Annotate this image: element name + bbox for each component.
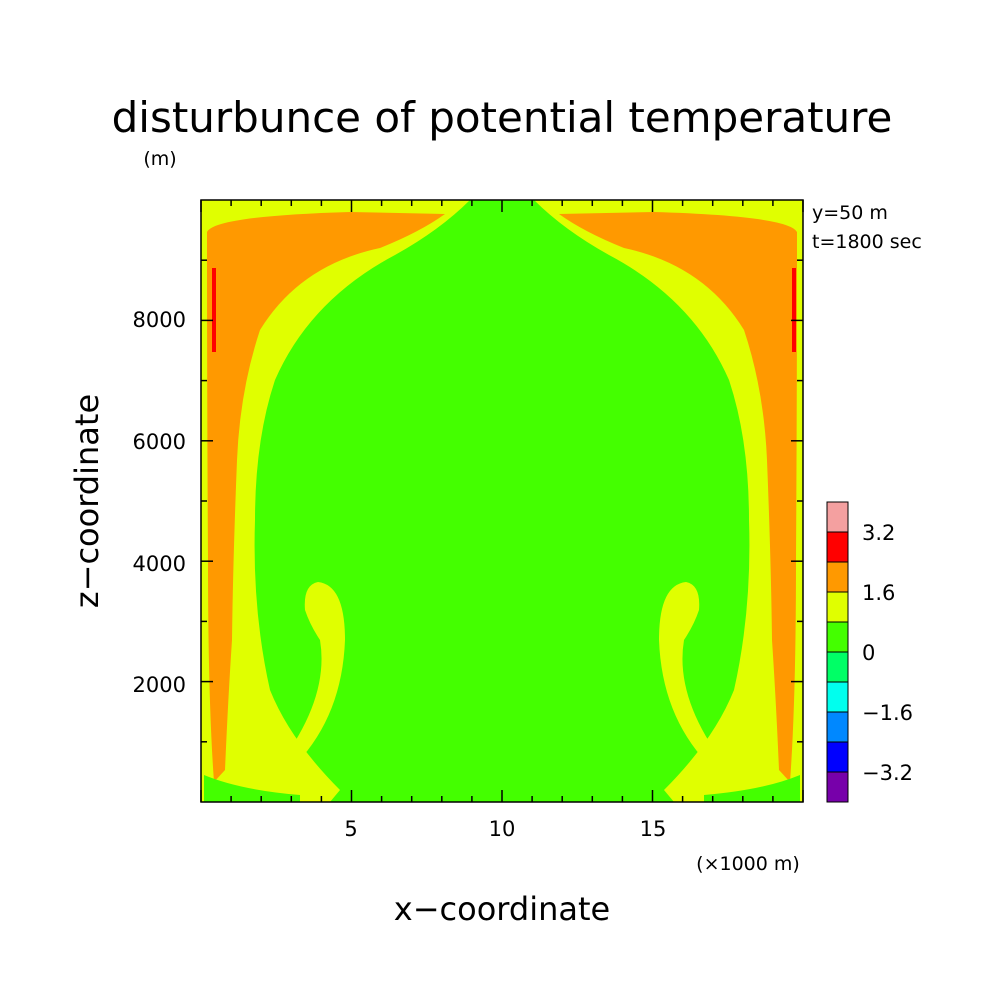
colorbar-label: 0 <box>862 641 875 665</box>
x-tick-label: 10 <box>489 817 516 841</box>
colorbar-swatch <box>826 741 849 773</box>
colorbar-swatch <box>826 711 849 743</box>
colorbar-labels: 3.2 1.6 0 −1.6 −3.2 <box>862 521 913 785</box>
colorbar-swatch <box>826 501 849 533</box>
x-unit-label: (×1000 m) <box>696 853 800 875</box>
colorbar-swatch <box>826 531 849 563</box>
contour-orange-right <box>559 212 797 782</box>
colorbar-swatch <box>826 591 849 623</box>
contour-field <box>201 200 803 802</box>
axis-ticks <box>200 200 804 802</box>
x-tick-labels: 5 10 15 <box>344 817 666 841</box>
colorbar-swatch <box>826 771 849 803</box>
y-axis-title: z−coordinate <box>68 394 106 608</box>
colorbar-swatch <box>826 561 849 593</box>
contour-red-left <box>212 268 216 352</box>
colorbar <box>826 501 849 803</box>
x-axis-title: x−coordinate <box>394 890 610 928</box>
y-tick-label: 8000 <box>133 308 186 332</box>
x-tick-label: 15 <box>640 817 667 841</box>
info-y-position: y=50 m <box>812 202 888 224</box>
chart-title: disturbunce of potential temperature <box>112 93 893 142</box>
x-tick-label: 5 <box>344 817 357 841</box>
contour-eddy-left <box>275 582 345 770</box>
contour-yellow-left <box>201 200 470 802</box>
contour-yellow-right <box>534 200 803 802</box>
contour-eddy-right <box>659 582 729 770</box>
colorbar-label: 1.6 <box>862 581 895 605</box>
colorbar-label: −3.2 <box>862 761 913 785</box>
y-tick-label: 2000 <box>133 673 186 697</box>
colorbar-label: −1.6 <box>862 701 913 725</box>
contour-orange-left <box>207 212 445 782</box>
contour-green-gap-right <box>704 775 800 802</box>
colorbar-swatch <box>826 621 849 653</box>
contour-green-gap-left <box>204 775 300 802</box>
y-tick-label: 6000 <box>133 430 186 454</box>
z-unit-label: (m) <box>143 148 176 170</box>
y-tick-labels: 2000 4000 6000 8000 <box>133 308 186 697</box>
y-tick-label: 4000 <box>133 552 186 576</box>
info-time: t=1800 sec <box>812 231 922 253</box>
contour-top-center <box>470 200 534 230</box>
contour-red-right <box>792 268 796 352</box>
colorbar-swatch <box>826 681 849 713</box>
colorbar-swatch <box>826 651 849 683</box>
colorbar-label: 3.2 <box>862 521 895 545</box>
